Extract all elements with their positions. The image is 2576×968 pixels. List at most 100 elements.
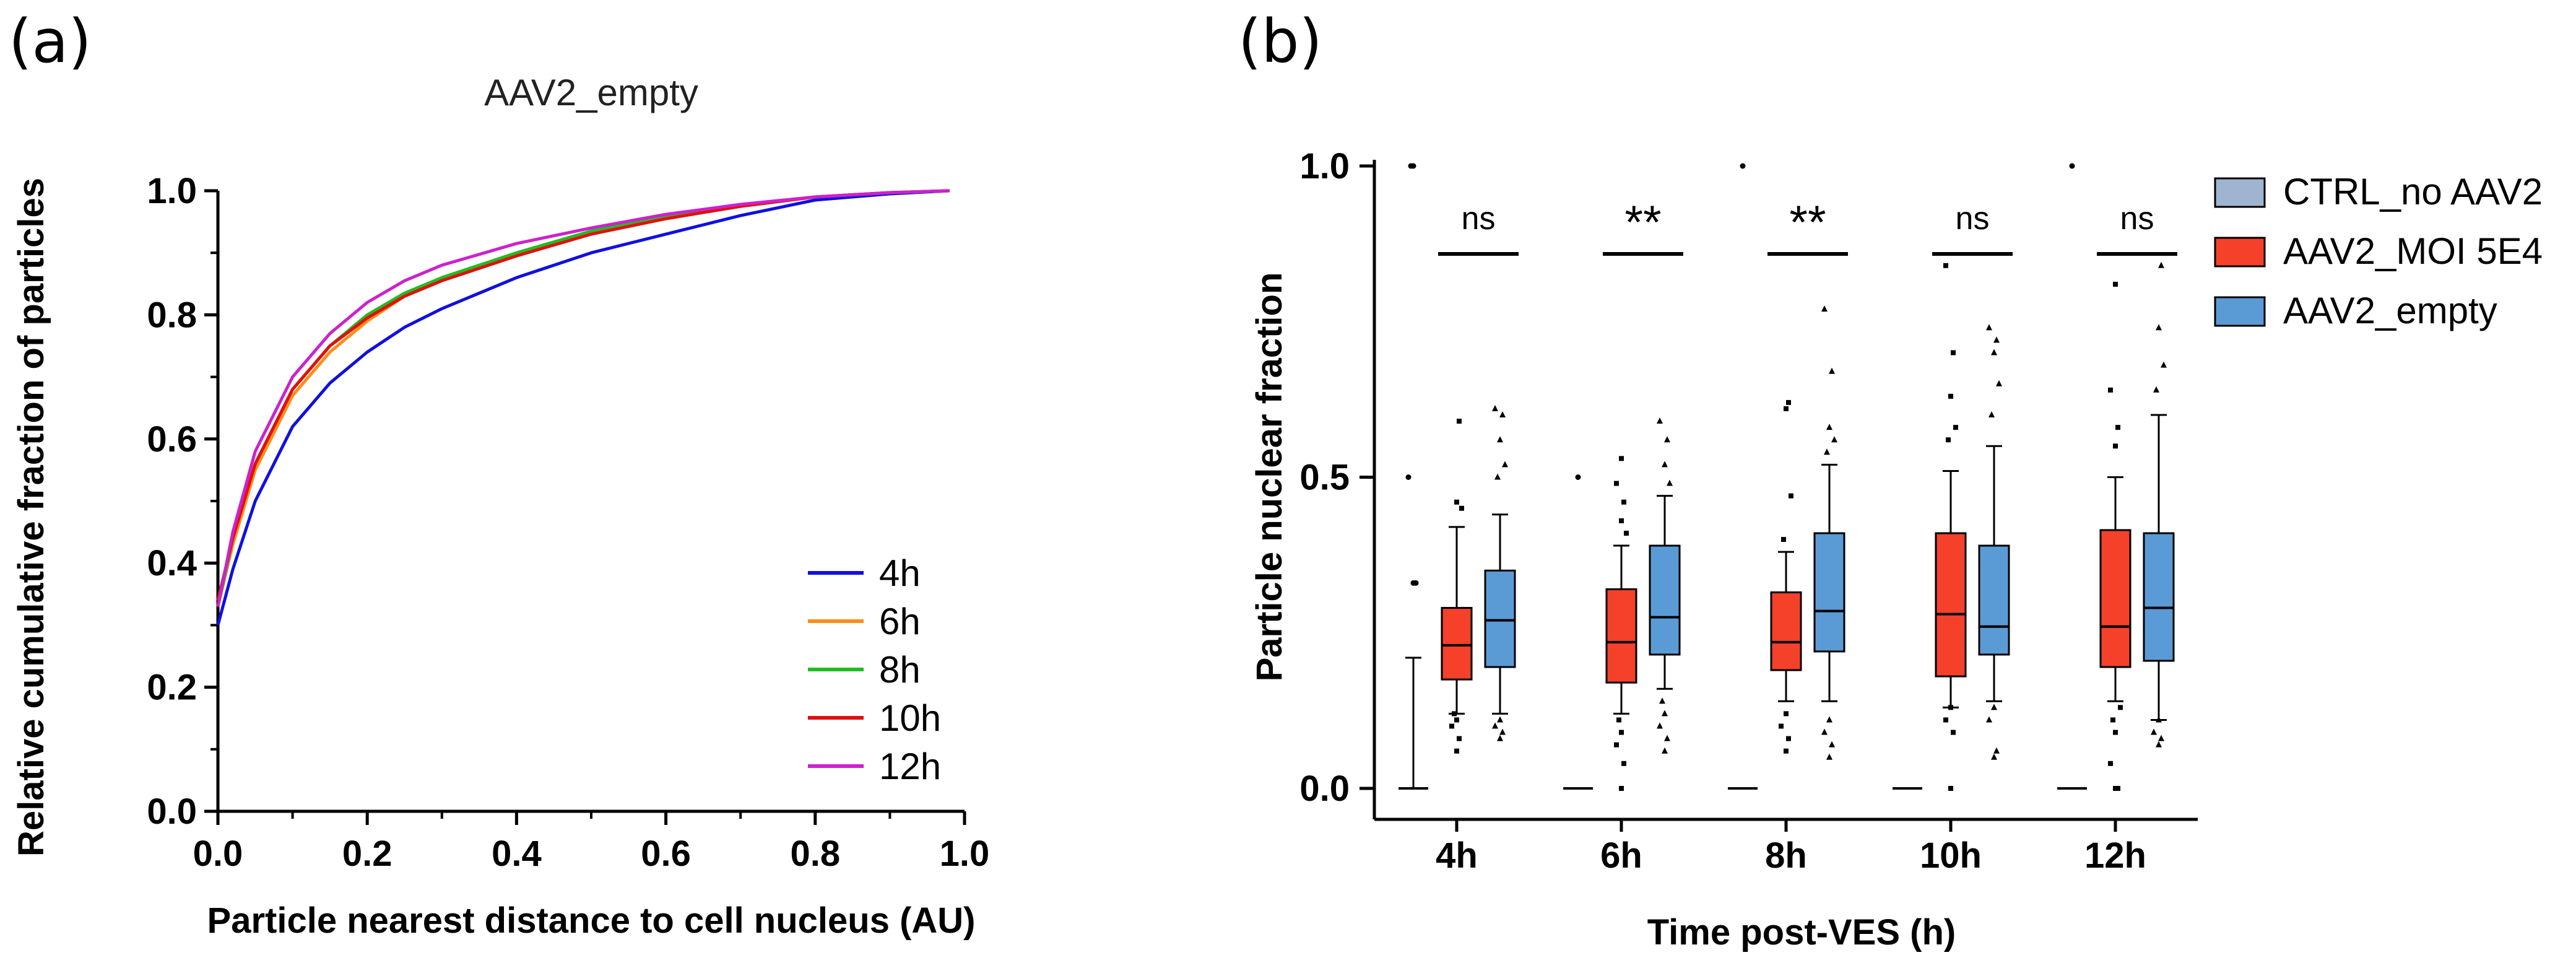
outlier-point [1502, 461, 1508, 468]
outlier-point [1996, 380, 2002, 386]
outlier-point [2118, 705, 2123, 710]
outlier-point [1779, 723, 1784, 729]
legend-swatch-1 [2214, 237, 2266, 268]
outlier-point [1789, 493, 1793, 499]
y-tick-label: 1.0 [147, 171, 197, 211]
significance-label: ns [2120, 201, 2154, 237]
y-tick-label: 0.6 [147, 419, 197, 460]
outlier-point [1948, 393, 1953, 399]
series-line-12h [216, 189, 950, 607]
chart-a-title: AAV2_empty [484, 72, 698, 113]
outlier-point [2151, 728, 2157, 735]
outlier-point [1951, 350, 1956, 355]
chart-b-x-axis-title: Time post-VES (h) [1647, 912, 1956, 953]
outlier-point [1946, 437, 1951, 443]
y-tick-label: 1.0 [1299, 146, 1350, 186]
outlier-point [1826, 716, 1832, 723]
moi-box [1605, 588, 1637, 684]
outlier-point [2115, 786, 2120, 791]
outlier-point [1991, 753, 1997, 760]
outlier-point [1405, 474, 1412, 480]
outlier-point [1621, 499, 1626, 505]
outlier-point [1492, 722, 1498, 729]
empty-box [1978, 544, 2010, 656]
outlier-point [1449, 723, 1454, 729]
outlier-point [1829, 741, 1835, 748]
outlier-point [1657, 722, 1663, 729]
outlier-point [1408, 163, 1414, 169]
outlier-point [1821, 728, 1828, 735]
outlier-point [1784, 711, 1789, 717]
outlier-point [2153, 386, 2159, 393]
outlier-point [1948, 705, 1953, 710]
moi-box [1935, 532, 1967, 678]
outlier-point [1991, 349, 1997, 355]
outlier-point [1619, 730, 1624, 735]
outlier-point [1575, 474, 1581, 480]
outlier-point [2110, 717, 2115, 723]
outlier-point [1499, 728, 1506, 735]
empty-box [1813, 532, 1845, 653]
outlier-point [1621, 761, 1626, 766]
outlier-point [1619, 518, 1624, 523]
legend-label-1: AAV2_MOI 5E4 [2283, 230, 2543, 272]
chart-b-y-axis-title: Particle nuclear fraction [1249, 273, 1290, 682]
y-tick-label: 0.8 [147, 295, 197, 335]
outlier-point [1614, 742, 1619, 748]
outlier-point [1454, 499, 1459, 505]
outlier-point [1993, 747, 2000, 754]
outlier-point [2113, 443, 2118, 449]
x-tick-label: 8h [1765, 835, 1807, 876]
outlier-point [1413, 580, 1419, 586]
legend-label-12h: 12h [879, 746, 941, 787]
legend-swatch-0 [2214, 177, 2266, 208]
moi-box [2099, 529, 2131, 668]
legend-label-2: AAV2_empty [2283, 290, 2497, 331]
outlier-point [1943, 717, 1948, 723]
outlier-point [1664, 436, 1670, 443]
outlier-point [2113, 281, 2118, 287]
outlier-point [1988, 411, 1995, 417]
outlier-point [1457, 736, 1462, 741]
x-tick-label: 0.2 [342, 834, 392, 874]
x-tick-label: 12h [2084, 835, 2146, 876]
outlier-point [1781, 537, 1786, 542]
outlier-point [1497, 735, 1503, 741]
outlier-point [1619, 786, 1624, 791]
outlier-point [1499, 411, 1506, 417]
outlier-point [2156, 716, 2162, 723]
outlier-point [2158, 261, 2164, 268]
outlier-point [1616, 717, 1621, 723]
outlier-point [1826, 424, 1832, 430]
outlier-point [1494, 473, 1501, 480]
outlier-point [2158, 735, 2164, 741]
outlier-point [2113, 730, 2118, 735]
legend-swatch-2 [2214, 296, 2266, 327]
outlier-point [1943, 263, 1948, 268]
chart-a-x-axis-title: Particle nearest distance to cell nucleu… [207, 900, 976, 941]
panel-a-label: (a) [9, 7, 92, 76]
panel-b-label: (b) [1238, 7, 1322, 76]
outlier-point [1624, 530, 1629, 536]
chart-a-plot-area: 0.0 0.2 0.4 0.6 0.8 1.0 0.0 0.2 0.4 0.6 0.8 1.0 4h 6h… [147, 171, 989, 874]
y-tick-label: 0.5 [1299, 458, 1350, 498]
outlier-point [1497, 716, 1503, 723]
empty-box [1484, 569, 1516, 668]
outlier-point [1664, 735, 1670, 741]
outlier-point [1831, 436, 1837, 443]
empty-box [1649, 544, 1681, 656]
significance-label: ns [1462, 201, 1496, 237]
outlier-point [1951, 730, 1956, 735]
outlier-point [2115, 425, 2120, 430]
series-line-10h [216, 189, 950, 601]
outlier-point [1452, 711, 1457, 717]
outlier-point [1986, 716, 1992, 723]
outlier-point [1991, 704, 1997, 710]
legend-label-0: CTRL_no AAV2 [2283, 171, 2543, 212]
outlier-point [1829, 367, 1835, 374]
outlier-point [2069, 163, 2075, 169]
outlier-point [1786, 399, 1791, 405]
legend-label-6h: 6h [879, 601, 921, 642]
y-tick-label: 0.0 [147, 791, 197, 832]
y-tick-label: 0.0 [1299, 769, 1350, 809]
